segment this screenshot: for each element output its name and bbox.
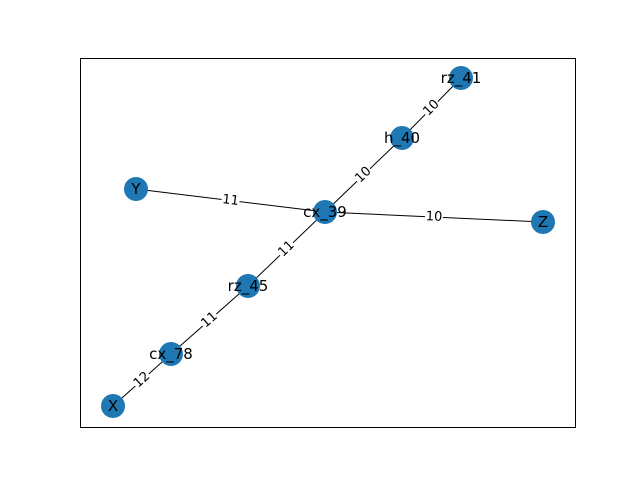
node-label-cx_78: cx_78 [149, 345, 193, 364]
nodes-layer [101, 66, 555, 418]
edge-label-group: 12 [129, 368, 155, 392]
node-rz_41 [449, 66, 473, 90]
node-labels-layer: rz_41 h_40 Ycx_39 Zrz_45 cx_78 X [108, 69, 548, 415]
edge-weight-label: 11 [198, 309, 220, 331]
edge-label-background [129, 368, 155, 392]
edge-weight-label: 12 [131, 369, 153, 391]
edge-weight-label: 11 [221, 192, 239, 209]
edge-label-group: 11 [220, 191, 241, 210]
node-rz_45 [236, 274, 260, 298]
edge-label-group: 11 [197, 308, 222, 332]
node-label-cx_39: cx_39 [303, 203, 347, 222]
node-label-rz_45: rz_45 [228, 277, 269, 296]
edge-label-group: 10 [419, 95, 444, 121]
edge-labels-layer: 10 10 11 10 11 11 12 [129, 95, 444, 392]
edge-label-background [351, 162, 376, 188]
node-X [101, 394, 125, 418]
edge-label-background [419, 95, 444, 121]
plot-frame [80, 58, 576, 428]
node-Y [124, 177, 148, 201]
edge-label-background [197, 308, 222, 332]
edge-label-group: 11 [274, 236, 299, 262]
node-label-Z: Z [538, 213, 548, 231]
node-h_40 [390, 126, 414, 150]
edge-label-group: 10 [424, 208, 444, 226]
node-Z [531, 210, 555, 234]
edge-weight-label: 10 [425, 209, 442, 225]
edge-label-group: 10 [351, 162, 376, 188]
node-label-X: X [108, 397, 118, 415]
node-label-Y: Y [130, 180, 141, 198]
edge-label-background [220, 191, 241, 210]
edge-label-background [424, 208, 444, 226]
node-cx_78 [159, 342, 183, 366]
node-label-rz_41: rz_41 [441, 69, 482, 88]
node-cx_39 [313, 200, 337, 224]
edge-label-background [274, 236, 299, 262]
node-label-h_40: h_40 [384, 129, 420, 148]
